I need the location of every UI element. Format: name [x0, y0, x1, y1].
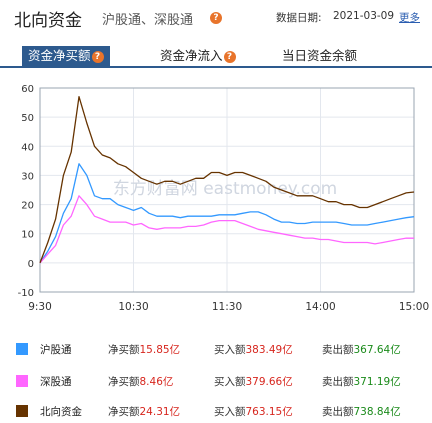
tab-net-inflow[interactable]: 资金净流入?: [160, 46, 236, 66]
tab-balance[interactable]: 当日资金余额: [282, 46, 357, 66]
legend-sell: 卖出额371.19亿: [322, 376, 401, 388]
y-tick-label: 60: [21, 84, 34, 95]
header: 北向资金 沪股通、深股通 ? 数据日期: 2021-03-09 更多: [0, 0, 432, 36]
y-tick-label: -10: [18, 288, 34, 299]
question-icon[interactable]: ?: [91, 50, 104, 63]
more-link[interactable]: 更多: [399, 12, 420, 24]
legend-swatch: [16, 343, 28, 355]
chart-svg: 东方财富网 eastmoney.com 60 50 40 30 20 10 0 -10 9:30…: [18, 84, 429, 313]
tab-net-buy[interactable]: 资金净买额?: [22, 46, 110, 66]
legend-buy: 买入额763.15亿: [214, 406, 293, 418]
x-tick-label: 14:00: [305, 301, 335, 313]
legend-sell: 卖出额367.64亿: [322, 344, 401, 356]
axes: 60 50 40 30 20 10 0 -10 9:30 10:30 11:30 14:00 15:00: [18, 84, 429, 313]
legend-buy: 买入额383.49亿: [214, 344, 293, 356]
legend-sell: 卖出额738.84亿: [322, 406, 401, 418]
legend-net: 净买额8.46亿: [108, 376, 174, 388]
tab-label: 当日资金余额: [282, 48, 358, 63]
legend: 沪股通 净买额15.85亿 买入额383.49亿 卖出额367.64亿 深股通 …: [0, 338, 432, 423]
question-icon[interactable]: ?: [210, 12, 222, 24]
intraday-chart: 东方财富网 eastmoney.com 60 50 40 30 20 10 0 -10 9:30…: [0, 74, 432, 320]
legend-swatch: [16, 405, 28, 417]
watermark: 东方财富网 eastmoney.com: [113, 179, 337, 199]
tab-label: 资金净流入: [160, 48, 223, 63]
tab-label: 资金净买额: [28, 48, 91, 63]
question-icon[interactable]: ?: [223, 50, 236, 63]
page-title: 北向资金: [14, 11, 82, 31]
legend-name: 深股通: [40, 376, 72, 388]
series-line-hgt: [39, 163, 415, 264]
date-label: 数据日期:: [276, 12, 322, 24]
series: [39, 96, 415, 264]
page-subtitle: 沪股通、深股通: [102, 13, 194, 28]
x-tick-label: 10:30: [118, 301, 148, 313]
legend-row-hgt: 沪股通 净买额15.85亿 买入额383.49亿 卖出额367.64亿: [0, 338, 432, 360]
tab-bar: 资金净买额? 资金净流入? 当日资金余额: [0, 46, 432, 68]
series-line-sgt: [39, 195, 415, 264]
y-tick-label: 10: [21, 230, 34, 241]
y-tick-label: 30: [21, 171, 34, 182]
plot-frame: [39, 87, 415, 293]
legend-row-sgt: 深股通 净买额8.46亿 买入额379.66亿 卖出额371.19亿: [0, 370, 432, 392]
legend-net: 净买额24.31亿: [108, 406, 181, 418]
y-tick-label: 0: [28, 259, 34, 270]
date-value: 2021-03-09: [333, 10, 395, 22]
x-tick-label: 15:00: [399, 301, 429, 313]
x-tick-label: 9:30: [28, 301, 52, 313]
y-tick-label: 40: [21, 142, 34, 153]
y-tick-label: 50: [21, 113, 34, 124]
legend-name: 沪股通: [40, 344, 72, 356]
legend-net: 净买额15.85亿: [108, 344, 181, 356]
legend-name: 北向资金: [40, 406, 82, 418]
y-tick-label: 20: [21, 201, 34, 212]
legend-row-north: 北向资金 净买额24.31亿 买入额763.15亿 卖出额738.84亿: [0, 400, 432, 422]
series-line-north: [39, 96, 415, 264]
legend-swatch: [16, 375, 28, 387]
legend-buy: 买入额379.66亿: [214, 376, 293, 388]
x-tick-label: 11:30: [212, 301, 242, 313]
